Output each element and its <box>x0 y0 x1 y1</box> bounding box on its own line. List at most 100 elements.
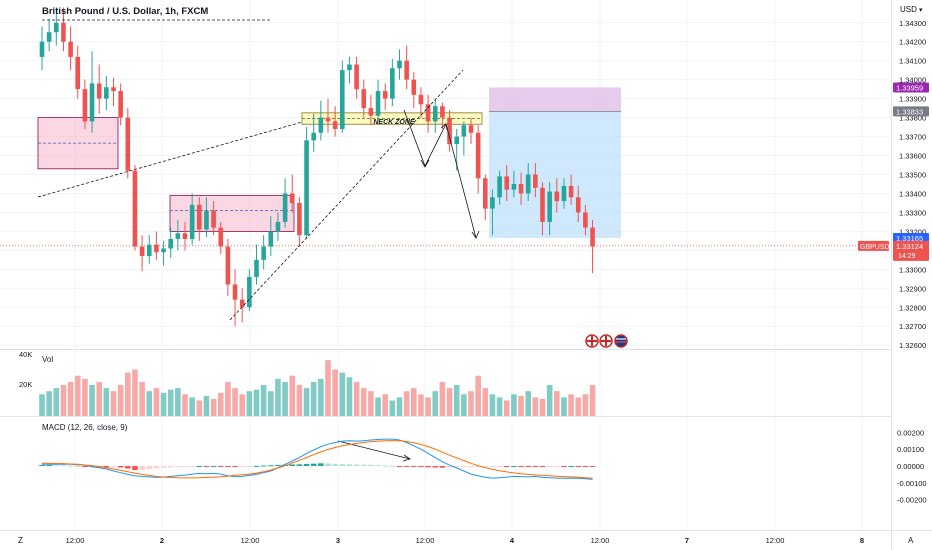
volume-bar <box>53 388 60 416</box>
volume-bar <box>182 394 188 416</box>
volume-bar <box>60 385 67 416</box>
supply-zone-middle <box>169 194 295 232</box>
macd-histogram-bar <box>511 466 517 467</box>
candle-body <box>75 56 81 90</box>
macd-histogram-bar <box>539 466 546 467</box>
volume-bar <box>310 381 317 416</box>
candle-body <box>289 193 295 203</box>
candle-body <box>61 22 66 42</box>
volume-bar <box>153 388 160 416</box>
volume-bar <box>539 398 546 416</box>
macd-histogram-bar <box>396 466 403 467</box>
price-badge-label: 1.33165 <box>896 234 923 243</box>
candle-body <box>475 132 481 179</box>
price-tick-label: 1.33000 <box>899 265 926 274</box>
candle-body <box>154 244 159 253</box>
trend-line-upper <box>37 121 303 198</box>
macd-histogram-bar <box>46 464 52 466</box>
candle-body <box>483 178 488 209</box>
volume-bar <box>589 385 596 416</box>
zoom-button[interactable]: Z <box>18 536 23 545</box>
macd-histogram-bar <box>153 466 160 469</box>
candle-body <box>404 60 409 80</box>
macd-histogram-bar <box>82 466 88 467</box>
candle-body <box>311 132 316 141</box>
candle-body <box>497 176 502 198</box>
projection-path <box>403 109 477 239</box>
macd-line <box>41 438 593 480</box>
volume-bar <box>160 392 167 416</box>
macd-histogram-bar <box>532 466 539 467</box>
currency-label[interactable]: USD <box>900 5 917 14</box>
macd-histogram-bar <box>53 465 60 467</box>
macd-series <box>39 438 596 480</box>
volume-bar <box>346 377 353 416</box>
volume-bar <box>39 394 45 416</box>
candle-body <box>118 91 123 118</box>
macd-histogram-bar <box>60 465 67 467</box>
target-zone <box>489 87 621 112</box>
candle-body <box>261 246 266 260</box>
candle-body <box>239 299 245 308</box>
macd-histogram-bar <box>582 466 589 467</box>
gb-flag-icon[interactable] <box>599 334 613 348</box>
candle-body <box>89 83 95 122</box>
arrow-head <box>402 454 411 462</box>
candle-body <box>411 79 417 95</box>
current-price-badge <box>893 240 929 261</box>
candle-body <box>46 32 52 42</box>
macd-histogram-bar <box>375 465 381 467</box>
macd-histogram-bar <box>232 466 238 468</box>
time-tick-label: 7 <box>685 536 689 545</box>
macd-histogram-bar <box>260 465 267 467</box>
macd-histogram-bar <box>74 465 81 467</box>
volume-bar <box>67 381 74 416</box>
gb-flag-icon[interactable] <box>585 334 599 348</box>
auto-scale-button[interactable]: A <box>908 536 914 545</box>
candle-body <box>390 68 395 99</box>
macd-histogram-bar <box>489 466 496 467</box>
arrow-head <box>471 230 480 239</box>
price-axis[interactable]: 1.34300 1.34200 1.34100 1.34000 1.33900 1.338… <box>899 19 926 350</box>
volume-bar <box>389 400 396 416</box>
volume-series <box>39 360 596 416</box>
price-badge <box>893 106 929 117</box>
candle-body <box>533 174 538 188</box>
macd-histogram-bar <box>110 466 117 468</box>
volume-bar <box>368 391 374 416</box>
volume-bar <box>96 381 102 416</box>
currency-caret-icon[interactable]: ▾ <box>919 7 923 14</box>
volume-bar <box>339 372 346 416</box>
macd-label: MACD (12, 26, close, 9) <box>42 423 128 432</box>
price-badge <box>893 233 929 244</box>
volume-bar <box>74 375 81 416</box>
volume-bar <box>496 397 503 416</box>
candle-body <box>432 106 438 122</box>
price-tick-label: 1.34300 <box>899 19 926 28</box>
volume-bar <box>196 400 203 416</box>
candle-body <box>132 170 138 247</box>
volume-bar <box>546 385 553 416</box>
price-badge <box>893 82 929 93</box>
candle-body <box>461 125 467 137</box>
candle-body <box>554 191 560 202</box>
candle-body <box>490 197 495 209</box>
candle-body <box>525 174 531 194</box>
time-tick-label: 12:00 <box>66 536 85 545</box>
trend-line-lower <box>229 69 464 321</box>
candle-body <box>268 231 274 247</box>
macd-tick-label: 0.00200 <box>897 428 924 437</box>
volume-bar <box>318 378 324 416</box>
candle-body <box>354 64 359 90</box>
volume-bar <box>325 360 331 416</box>
time-axis[interactable]: 12:00 2 12:00 3 12:00 4 12:00 7 12:00 8 <box>66 536 864 545</box>
macd-histogram-bar <box>411 466 417 467</box>
us-flag-icon[interactable] <box>614 334 628 348</box>
position-zone <box>489 111 621 239</box>
grid-lines <box>0 0 891 530</box>
candle-body <box>504 176 510 190</box>
volume-bar <box>525 391 531 416</box>
current-price-label: 1.33124 <box>896 242 923 251</box>
macd-histogram-bar <box>339 464 346 466</box>
